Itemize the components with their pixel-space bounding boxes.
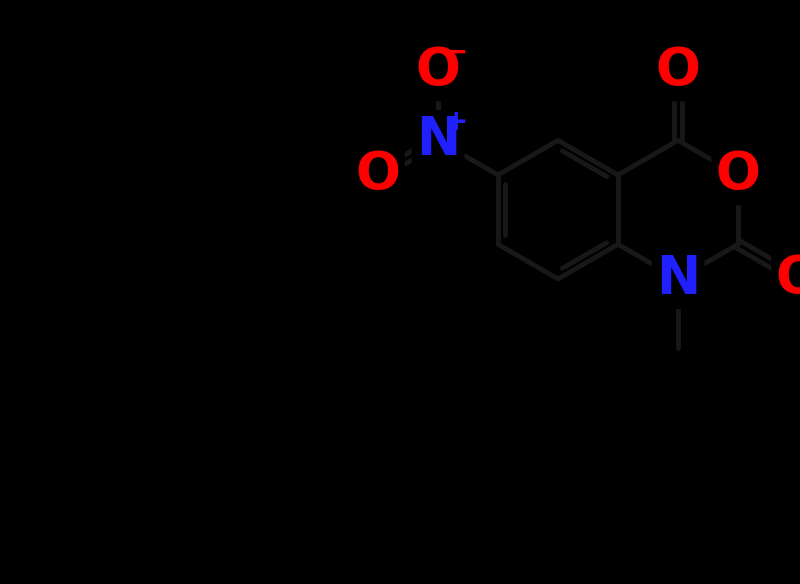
Text: −: − bbox=[444, 39, 468, 67]
Text: +: + bbox=[444, 108, 469, 136]
Text: O: O bbox=[775, 253, 800, 305]
Text: O: O bbox=[655, 45, 701, 97]
Text: N: N bbox=[656, 253, 700, 305]
Text: N: N bbox=[416, 114, 460, 166]
Text: O: O bbox=[715, 149, 761, 201]
Text: O: O bbox=[355, 149, 401, 201]
Text: O: O bbox=[415, 45, 461, 97]
